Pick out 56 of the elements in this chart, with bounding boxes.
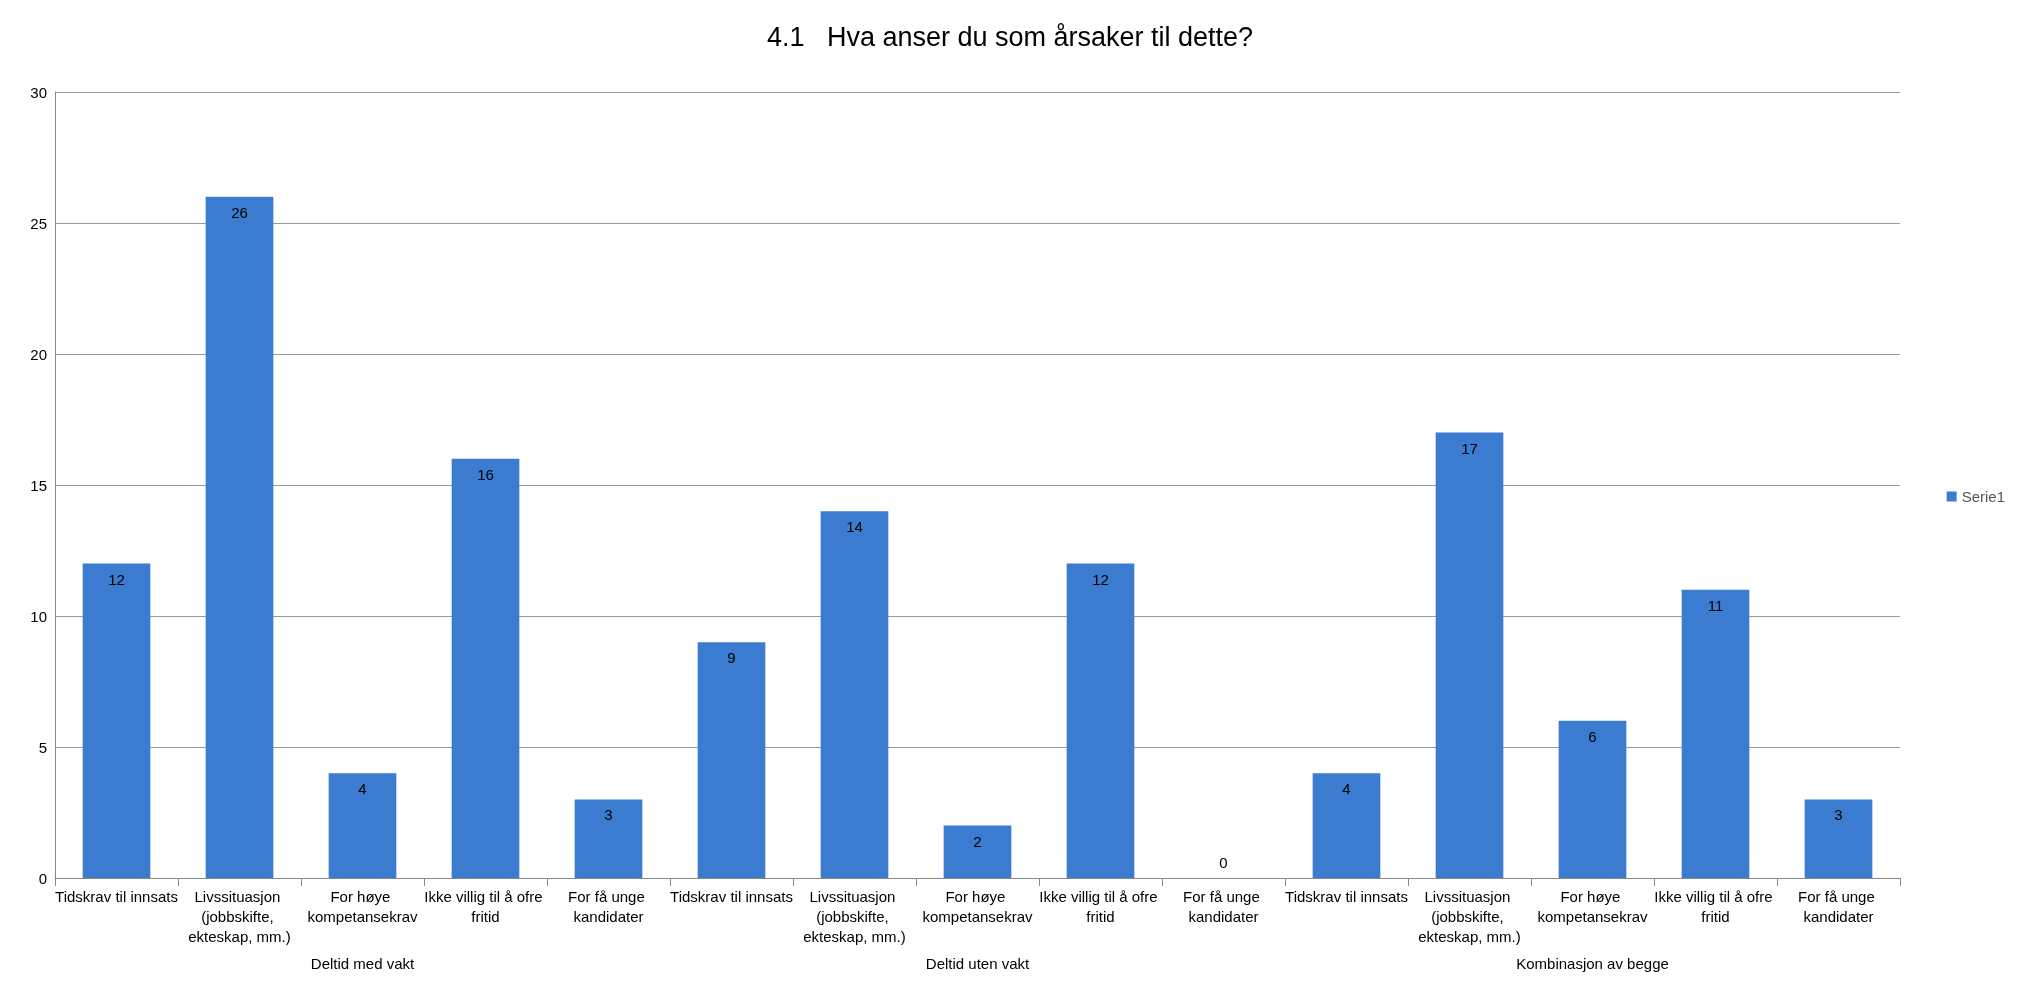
x-tick-label: For få unge kandidater bbox=[568, 887, 649, 925]
data-label: 12 bbox=[108, 570, 125, 588]
x-tick-label: Tidskrav til innsats bbox=[55, 887, 178, 905]
data-label: 2 bbox=[973, 832, 982, 850]
data-label: 14 bbox=[846, 518, 863, 536]
x-tick-label: Livssituasjon (jobbskifte, ekteskap, mm.) bbox=[803, 887, 906, 945]
x-tick-label: For høye kompetansekrav bbox=[307, 887, 419, 925]
bar bbox=[1435, 432, 1504, 878]
bar bbox=[943, 825, 1012, 878]
data-label: 4 bbox=[1342, 780, 1351, 798]
data-label: 3 bbox=[604, 806, 613, 824]
chart-title: 4.1 Hva anser du som årsaker til dette? bbox=[766, 21, 1254, 52]
data-label: 17 bbox=[1461, 439, 1478, 457]
bar bbox=[328, 773, 397, 878]
y-tick-label: 30 bbox=[30, 83, 47, 101]
bar bbox=[697, 642, 766, 878]
bar bbox=[820, 511, 889, 878]
text: Deltid uten vakt bbox=[925, 955, 1031, 972]
x-tick-label: For få unge kandidater bbox=[1798, 887, 1879, 925]
data-label: 16 bbox=[477, 465, 494, 483]
y-tick-label: 25 bbox=[30, 214, 47, 232]
y-tick-label: 15 bbox=[30, 476, 47, 494]
x-tick-label: For høye kompetansekrav bbox=[1537, 887, 1649, 925]
x-tick-label: Tidskrav til innsats bbox=[670, 887, 793, 905]
bar bbox=[574, 799, 643, 878]
text: Deltid med vakt bbox=[310, 955, 416, 972]
data-label: 26 bbox=[231, 203, 248, 221]
x-tick-label: Ikke villig til å ofre fritid bbox=[424, 887, 547, 925]
data-label: 12 bbox=[1092, 570, 1109, 588]
x-tick-label: Livssituasjon (jobbskifte, ekteskap, mm.) bbox=[188, 887, 291, 945]
x-tick-label: Livssituasjon (jobbskifte, ekteskap, mm.) bbox=[1418, 887, 1521, 945]
data-label: 0 bbox=[1219, 854, 1228, 871]
y-tick-label: 10 bbox=[30, 607, 47, 625]
x-tick-label: For få unge kandidater bbox=[1183, 887, 1264, 925]
text: Kombinasjon av begge bbox=[1516, 955, 1669, 972]
bar bbox=[82, 563, 151, 878]
data-label: 6 bbox=[1588, 727, 1597, 745]
bar bbox=[1066, 563, 1135, 878]
x-tick-label: For høye kompetansekrav bbox=[922, 887, 1034, 925]
data-label: 4 bbox=[358, 780, 367, 798]
bar bbox=[1312, 773, 1381, 878]
bar bbox=[451, 458, 520, 878]
bar bbox=[1681, 589, 1750, 878]
y-tick-label: 5 bbox=[38, 738, 47, 756]
x-tick-label: Ikke villig til å ofre fritid bbox=[1039, 887, 1162, 925]
bar bbox=[1558, 720, 1627, 878]
data-label: 3 bbox=[1834, 806, 1843, 824]
x-tick-label: Tidskrav til innsats bbox=[1285, 887, 1408, 905]
y-tick-label: 0 bbox=[38, 869, 47, 887]
x-tick-label: Ikke villig til å ofre fritid bbox=[1654, 887, 1777, 925]
data-label: 11 bbox=[1707, 596, 1724, 614]
y-tick-label: 20 bbox=[30, 345, 47, 363]
bar bbox=[1804, 799, 1873, 878]
bar bbox=[205, 196, 274, 878]
data-label: 9 bbox=[727, 649, 736, 667]
legend-label: Serie1 bbox=[1961, 488, 2005, 505]
